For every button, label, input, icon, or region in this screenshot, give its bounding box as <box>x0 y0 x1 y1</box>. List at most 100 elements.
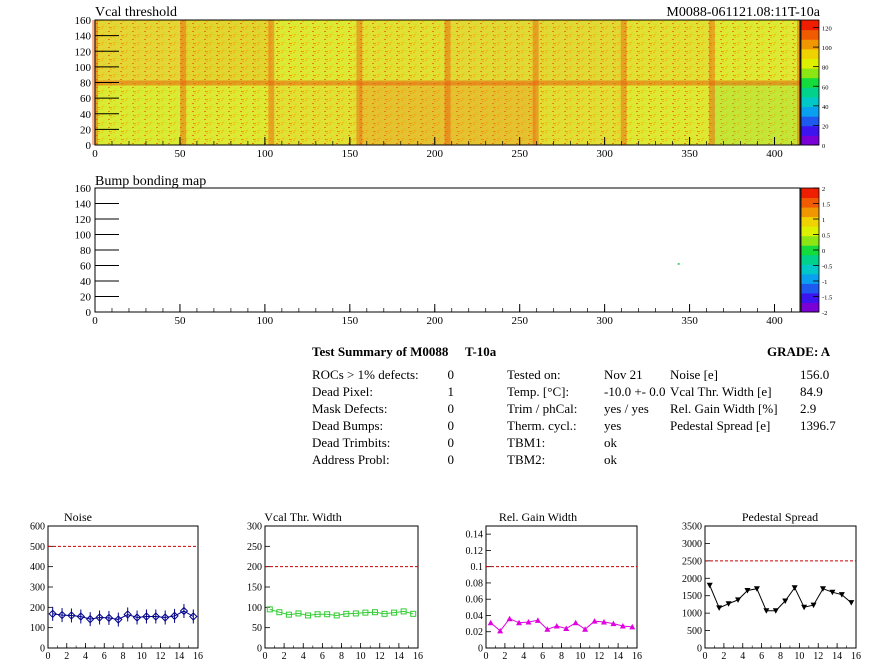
top-palette-label: 80 <box>822 65 829 72</box>
summary-col2-label-3: Therm. cycl.: <box>507 418 577 433</box>
summary-x-tick-label: 14 <box>174 651 184 662</box>
summary-x-tick-label: 12 <box>813 651 823 662</box>
summary-x-tick-label: 4 <box>521 651 526 662</box>
bump-palette-band <box>801 188 819 199</box>
bump-y-tick-label: 100 <box>75 230 92 242</box>
roc-block-tint <box>271 82 360 145</box>
summary-x-tick-label: 4 <box>301 651 306 662</box>
roc-block-tint <box>183 82 272 145</box>
bump-y-tick-label: 80 <box>80 245 92 257</box>
gain-width-point <box>610 620 617 627</box>
grade-label: GRADE: A <box>767 344 831 359</box>
top-palette-band <box>801 68 819 79</box>
summary-col2-value-1: -10.0 +- 0.0 <box>604 384 666 399</box>
bump-palette-label: 1.5 <box>822 202 830 209</box>
top-palette-band <box>801 77 819 88</box>
top-palette-band <box>801 87 819 98</box>
gain-width-point <box>619 623 626 629</box>
top-x-tick-label: 200 <box>427 148 444 160</box>
noise-point <box>95 613 104 622</box>
bump-y-tick-label: 60 <box>80 261 92 273</box>
summary-x-tick-label: 8 <box>121 651 126 662</box>
summary-y-tick-label: 0 <box>40 644 45 655</box>
noise-point <box>114 615 123 624</box>
vcal-width-point <box>352 610 359 617</box>
bump-palette-band <box>801 292 819 303</box>
bump-frame <box>94 187 801 313</box>
summary-y-tick-label: 500 <box>30 542 45 553</box>
summary-chart-frame <box>485 525 638 649</box>
summary-col3-value-0: 156.0 <box>800 367 830 382</box>
bump-x-tick-label: 350 <box>681 315 698 327</box>
roc-block-tint <box>535 82 624 145</box>
summary-x-tick-label: 6 <box>759 651 764 662</box>
top-x-tick-label: 50 <box>174 148 186 160</box>
summary-chart-title: Vcal Thr. Width <box>264 510 341 524</box>
bump-bonding-title: Bump bonding map <box>95 174 207 189</box>
summary-x-tick-label: 8 <box>559 651 564 662</box>
vcal-threshold-map: 0 50 100 150 200 250 300 350 4000204060801001201… <box>75 15 832 160</box>
vcal-width-point <box>305 612 312 619</box>
vcal-width-point <box>314 611 321 618</box>
summary-x-tick-label: 8 <box>339 651 344 662</box>
summary-col1-label-2: Mask Defects: <box>312 401 388 416</box>
summary-chart-frame <box>47 525 199 649</box>
top-y-tick-label: 160 <box>75 15 92 27</box>
roc-block-tint <box>447 20 536 83</box>
summary-chart-title: Noise <box>64 510 92 524</box>
summary-x-tick-label: 14 <box>832 651 842 662</box>
summary-chart-frame <box>264 525 419 649</box>
roc-block-tint <box>183 20 272 83</box>
roc-edge-row <box>95 80 800 86</box>
summary-col2-label-0: Tested on: <box>507 367 561 382</box>
top-x-tick-label: 250 <box>511 148 528 160</box>
summary-x-tick-label: 10 <box>356 651 366 662</box>
top-palette-label: 60 <box>822 84 829 91</box>
bump-x-tick-label: 300 <box>596 315 613 327</box>
bump-palette-band <box>801 226 819 237</box>
summary-y-tick-label: 250 <box>247 542 262 553</box>
summary-col1-label-4: Dead Trimbits: <box>312 435 391 450</box>
top-palette-band <box>801 58 819 69</box>
bump-palette-band <box>801 264 819 275</box>
summary-chart-1: Vcal Thr. Width 0 50 100 150 200 250 300 0 2 4 6 8 10… <box>247 510 423 662</box>
summary-y-tick-label: 400 <box>30 562 45 573</box>
summary-col3-value-2: 2.9 <box>800 401 817 416</box>
summary-y-tick-label: 0.14 <box>466 530 484 541</box>
top-x-tick-label: 150 <box>342 148 359 160</box>
top-y-tick-label: 120 <box>75 46 92 58</box>
top-palette-band <box>801 48 819 59</box>
bump-palette-label: 2 <box>822 186 825 193</box>
pedestal-spread-point <box>735 597 742 603</box>
summary-col3-label-1: Vcal Thr. Width [e] <box>670 384 772 399</box>
summary-x-tick-label: 10 <box>575 651 585 662</box>
noise-point <box>48 609 57 619</box>
noise-point <box>76 612 86 621</box>
summary-y-tick-label: 3500 <box>682 522 702 533</box>
bump-x-tick-label: 250 <box>511 315 528 327</box>
gain-width-point <box>516 619 523 626</box>
gain-width-point <box>487 619 494 626</box>
summary-col1-label-5: Address Probl: <box>312 452 390 467</box>
bump-palette-band <box>801 302 819 313</box>
roc-block-tint <box>711 82 800 145</box>
noise-point <box>160 613 170 622</box>
top-palette-band <box>801 20 819 31</box>
bump-defect-pixel <box>677 263 680 265</box>
top-x-tick-label: 300 <box>596 148 613 160</box>
pedestal-spread-point <box>838 592 845 598</box>
summary-series-line <box>709 585 852 612</box>
summary-x-tick-label: 2 <box>721 651 726 662</box>
gain-width-point <box>582 626 589 632</box>
summary-col1-value-2: 0 <box>447 401 455 416</box>
bump-palette-band <box>801 216 819 227</box>
summary-y-tick-label: 0.06 <box>466 595 484 606</box>
summary-col3-label-2: Rel. Gain Width [%] <box>670 401 778 416</box>
top-y-tick-label: 0 <box>86 140 92 152</box>
summary-y-tick-label: 0.02 <box>466 627 484 638</box>
summary-col3-value-3: 1396.7 <box>800 418 836 433</box>
bump-palette-band <box>801 245 819 256</box>
summary-y-tick-label: 0.12 <box>466 546 484 557</box>
summary-y-tick-label: 200 <box>247 562 262 573</box>
bump-y-tick-label: 20 <box>80 292 92 304</box>
